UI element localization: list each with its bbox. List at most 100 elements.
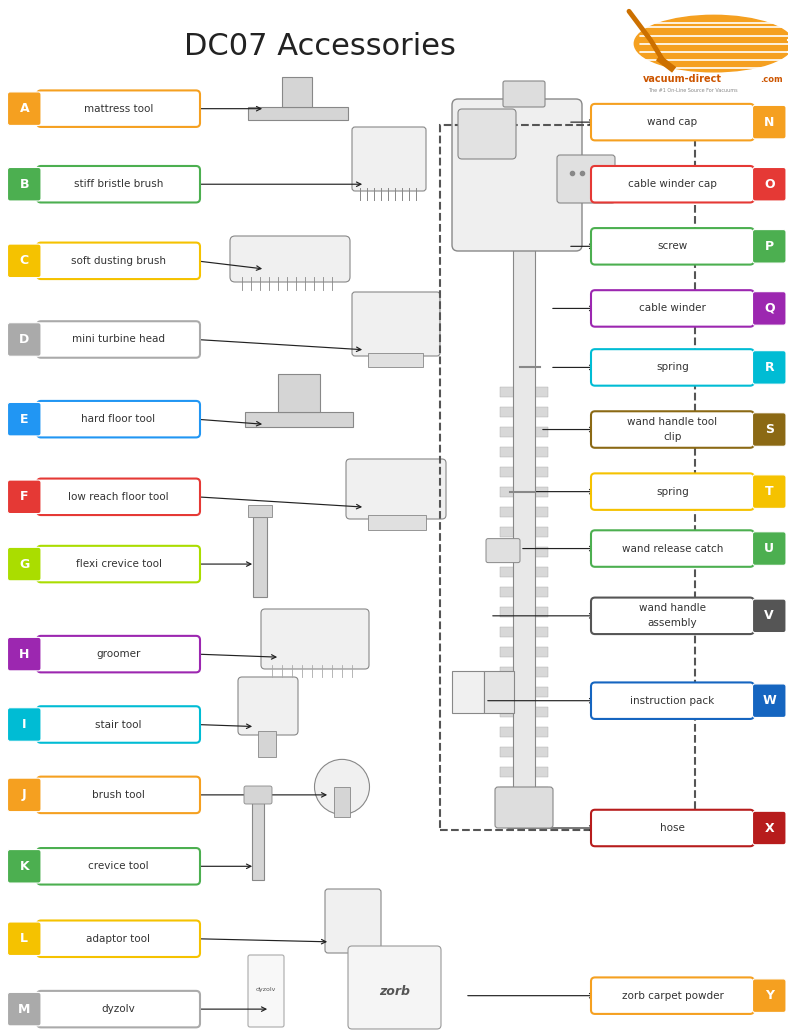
Text: W: W — [762, 694, 776, 707]
FancyBboxPatch shape — [238, 677, 298, 735]
Text: U: U — [764, 542, 774, 555]
Text: DC07 Accessories: DC07 Accessories — [184, 32, 456, 61]
Text: flexi crevice tool: flexi crevice tool — [75, 559, 162, 569]
FancyBboxPatch shape — [591, 809, 754, 847]
Bar — [368, 353, 423, 367]
Text: crevice tool: crevice tool — [88, 861, 149, 871]
FancyBboxPatch shape — [753, 684, 786, 717]
Bar — [500, 607, 548, 617]
Text: S: S — [765, 423, 774, 436]
Bar — [513, 205, 535, 820]
FancyBboxPatch shape — [37, 478, 200, 515]
Bar — [500, 487, 548, 497]
FancyBboxPatch shape — [37, 321, 200, 358]
FancyBboxPatch shape — [7, 708, 41, 741]
Bar — [500, 447, 548, 457]
Text: M: M — [18, 1003, 30, 1015]
FancyBboxPatch shape — [591, 473, 754, 510]
Bar — [368, 515, 426, 530]
Text: C: C — [20, 255, 29, 267]
Text: P: P — [765, 240, 774, 253]
Bar — [500, 647, 548, 657]
Text: instruction pack: instruction pack — [630, 696, 714, 706]
Text: R: R — [765, 361, 774, 374]
Bar — [500, 587, 548, 597]
Text: mini turbine head: mini turbine head — [72, 334, 165, 345]
FancyBboxPatch shape — [753, 532, 786, 565]
FancyBboxPatch shape — [7, 92, 41, 125]
Bar — [484, 671, 514, 713]
FancyBboxPatch shape — [753, 351, 786, 384]
Text: I: I — [22, 718, 26, 731]
Text: mattress tool: mattress tool — [84, 104, 153, 114]
FancyBboxPatch shape — [7, 922, 41, 955]
Text: spring: spring — [656, 362, 689, 373]
FancyBboxPatch shape — [753, 292, 786, 325]
Bar — [278, 374, 320, 412]
FancyBboxPatch shape — [591, 411, 754, 448]
FancyBboxPatch shape — [37, 920, 200, 957]
Bar — [500, 707, 548, 717]
Bar — [500, 727, 548, 737]
FancyBboxPatch shape — [346, 459, 446, 519]
Bar — [252, 802, 264, 880]
FancyBboxPatch shape — [591, 530, 754, 567]
FancyBboxPatch shape — [591, 166, 754, 203]
FancyBboxPatch shape — [37, 848, 200, 885]
FancyBboxPatch shape — [591, 349, 754, 386]
Bar — [500, 767, 548, 777]
Text: spring: spring — [656, 486, 689, 497]
FancyBboxPatch shape — [753, 413, 786, 446]
Bar — [245, 412, 353, 427]
Bar — [500, 527, 548, 537]
Text: B: B — [19, 178, 29, 190]
Text: low reach floor tool: low reach floor tool — [68, 492, 169, 502]
Text: L: L — [20, 933, 28, 945]
Text: wand release catch: wand release catch — [622, 543, 723, 554]
Text: Q: Q — [764, 302, 774, 315]
Bar — [248, 107, 348, 120]
FancyBboxPatch shape — [753, 475, 786, 508]
Text: V: V — [765, 610, 774, 622]
FancyBboxPatch shape — [37, 401, 200, 438]
Text: E: E — [20, 413, 29, 425]
Text: dyzolv: dyzolv — [256, 987, 276, 992]
FancyBboxPatch shape — [230, 236, 350, 282]
FancyBboxPatch shape — [591, 104, 754, 141]
FancyBboxPatch shape — [37, 776, 200, 814]
FancyBboxPatch shape — [495, 787, 553, 828]
Bar — [500, 507, 548, 518]
Text: G: G — [19, 558, 30, 570]
FancyBboxPatch shape — [591, 228, 754, 265]
FancyBboxPatch shape — [753, 168, 786, 201]
Bar — [500, 747, 548, 757]
Text: assembly: assembly — [648, 618, 698, 628]
Text: D: D — [19, 333, 30, 346]
Text: clip: clip — [663, 432, 682, 442]
Bar — [500, 548, 548, 557]
FancyBboxPatch shape — [452, 99, 582, 252]
FancyBboxPatch shape — [7, 548, 41, 581]
Ellipse shape — [314, 760, 370, 815]
Text: N: N — [764, 116, 774, 128]
Bar — [253, 518, 267, 597]
Text: dyzolv: dyzolv — [102, 1004, 135, 1014]
Text: cable winder cap: cable winder cap — [628, 179, 717, 189]
FancyBboxPatch shape — [753, 230, 786, 263]
Text: K: K — [19, 860, 29, 873]
Text: hard floor tool: hard floor tool — [82, 414, 155, 424]
FancyBboxPatch shape — [244, 786, 272, 804]
Text: screw: screw — [658, 241, 688, 252]
FancyBboxPatch shape — [591, 597, 754, 634]
FancyBboxPatch shape — [7, 778, 41, 811]
Bar — [500, 467, 548, 477]
Bar — [500, 387, 548, 397]
FancyBboxPatch shape — [753, 979, 786, 1012]
Text: The #1 On-Line Source For Vacuums: The #1 On-Line Source For Vacuums — [648, 88, 738, 93]
FancyBboxPatch shape — [37, 706, 200, 743]
Bar — [500, 787, 548, 797]
Bar — [500, 407, 548, 417]
Bar — [500, 687, 548, 697]
FancyBboxPatch shape — [37, 990, 200, 1028]
FancyBboxPatch shape — [37, 635, 200, 673]
